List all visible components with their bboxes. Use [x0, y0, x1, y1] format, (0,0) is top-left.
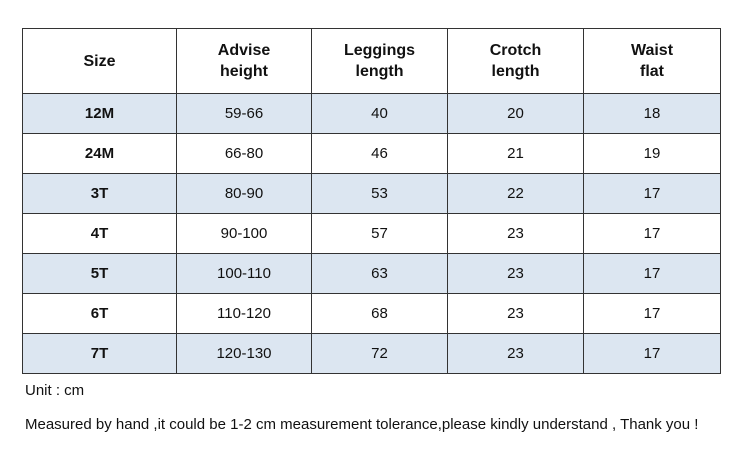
header-cell: Advise height — [176, 28, 312, 94]
size-cell: 7T — [22, 333, 177, 374]
table-row: 3T 80-90 53 22 17 — [22, 173, 721, 214]
value-cell: 17 — [583, 293, 721, 334]
value-cell: 46 — [311, 133, 448, 174]
table-row: 12M 59-66 40 20 18 — [22, 93, 721, 134]
table-row: 6T 110-120 68 23 17 — [22, 293, 721, 334]
value-cell: 23 — [447, 253, 584, 294]
header-cell: Size — [22, 28, 177, 94]
header-cell: Leggings length — [311, 28, 448, 94]
table-row: 4T 90-100 57 23 17 — [22, 213, 721, 254]
header-text: Leggings — [343, 42, 416, 59]
value-cell: 23 — [447, 333, 584, 374]
unit-note: Unit : cm — [25, 382, 85, 399]
table-row: 24M 66-80 46 21 19 — [22, 133, 721, 174]
header-cell: Waist flat — [583, 28, 721, 94]
value-cell: 110-120 — [176, 293, 312, 334]
value-cell: 100-110 — [176, 253, 312, 294]
value-cell: 90-100 — [176, 213, 312, 254]
value-cell: 72 — [311, 333, 448, 374]
value-cell: 17 — [583, 333, 721, 374]
header-cell: Crotch length — [447, 28, 584, 94]
value-cell: 17 — [583, 213, 721, 254]
value-cell: 17 — [583, 253, 721, 294]
value-cell: 23 — [447, 213, 584, 254]
size-cell: 3T — [22, 173, 177, 214]
header-text: flat — [640, 63, 664, 80]
value-cell: 17 — [583, 173, 721, 214]
header-text: Crotch — [489, 42, 542, 59]
value-cell: 57 — [311, 213, 448, 254]
value-cell: 63 — [311, 253, 448, 294]
tolerance-note: Measured by hand ,it could be 1-2 cm mea… — [25, 416, 699, 433]
value-cell: 18 — [583, 93, 721, 134]
value-cell: 80-90 — [176, 173, 312, 214]
size-cell: 4T — [22, 213, 177, 254]
header-row: Size Advise height Leggings length Crotch leng… — [22, 28, 721, 94]
size-cell: 24M — [22, 133, 177, 174]
header-text: Advise — [217, 42, 271, 59]
size-cell: 12M — [22, 93, 177, 134]
header-text: Waist — [630, 42, 674, 59]
size-cell: 5T — [22, 253, 177, 294]
value-cell: 66-80 — [176, 133, 312, 174]
table-row: 7T 120-130 72 23 17 — [22, 333, 721, 374]
value-cell: 40 — [311, 93, 448, 134]
header-text: length — [355, 63, 404, 80]
value-cell: 23 — [447, 293, 584, 334]
value-cell: 53 — [311, 173, 448, 214]
table-body: 12M 59-66 40 20 18 24M 66-80 46 21 19 3T 80-90 53 22 1… — [22, 93, 721, 374]
value-cell: 59-66 — [176, 93, 312, 134]
header-text: height — [220, 63, 268, 80]
header-text: Size — [83, 52, 116, 70]
value-cell: 19 — [583, 133, 721, 174]
table-row: 5T 100-110 63 23 17 — [22, 253, 721, 294]
value-cell: 20 — [447, 93, 584, 134]
value-cell: 68 — [311, 293, 448, 334]
value-cell: 22 — [447, 173, 584, 214]
size-cell: 6T — [22, 293, 177, 334]
header-text: length — [491, 63, 540, 80]
value-cell: 21 — [447, 133, 584, 174]
value-cell: 120-130 — [176, 333, 312, 374]
size-table: Size Advise height Leggings length Crotch leng… — [22, 28, 721, 374]
